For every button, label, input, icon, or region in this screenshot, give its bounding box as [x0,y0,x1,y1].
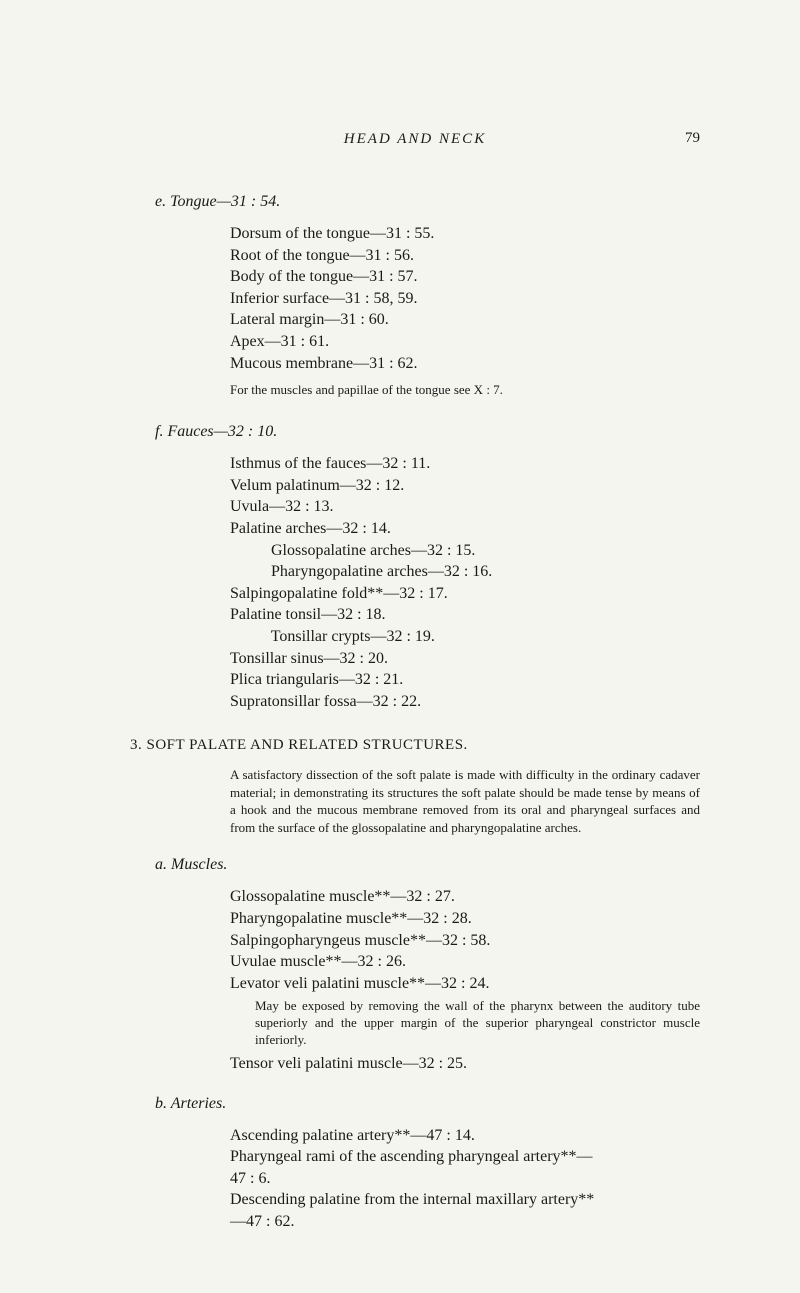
section-f-heading: f. Fauces—32 : 10. [155,423,700,441]
section-a-heading: a. Muscles. [155,856,700,874]
list-item: Velum palatinum—32 : 12. [230,475,700,497]
list-item: Body of the tongue—31 : 57. [230,266,700,288]
section-e-tongue: e. Tongue—31 : 54. Dorsum of the tongue—… [130,193,700,398]
list-item: Lateral margin—31 : 60. [230,309,700,331]
list-item: Descending palatine from the internal ma… [230,1189,700,1232]
page-number: 79 [685,130,700,147]
section-a-muscles: a. Muscles. Glossopalatine muscle**—32 :… [130,856,700,1074]
list-item: Isthmus of the fauces—32 : 11. [230,453,700,475]
list-item: Apex—31 : 61. [230,331,700,353]
list-item: Levator veli palatini muscle**—32 : 24. [230,973,700,995]
section-e-note: For the muscles and papillae of the tong… [230,382,700,398]
section-a-list: Glossopalatine muscle**—32 : 27. Pharyng… [230,886,700,994]
section-a-note: May be exposed by removing the wall of t… [255,998,700,1049]
section-a-list-2: Tensor veli palatini muscle—32 : 25. [230,1053,700,1075]
list-item: Ascending palatine artery**—47 : 14. [230,1125,700,1147]
list-item: Palatine arches—32 : 14. [230,518,700,540]
section-e-list: Dorsum of the tongue—31 : 55. Root of th… [230,223,700,374]
list-item: Pharyngeal rami of the ascending pharyng… [230,1146,700,1189]
list-item: Tensor veli palatini muscle—32 : 25. [230,1053,700,1075]
page-header: HEAD AND NECK 79 [130,130,700,148]
list-item: Tonsillar sinus—32 : 20. [230,648,700,670]
list-item: Plica triangularis—32 : 21. [230,669,700,691]
list-item: Palatine tonsil—32 : 18. [230,604,700,626]
list-item: Glossopalatine muscle**—32 : 27. [230,886,700,908]
section-b-list: Ascending palatine artery**—47 : 14. Pha… [230,1125,700,1233]
section-f-list: Isthmus of the fauces—32 : 11. Velum pal… [230,453,700,712]
section-b-arteries: b. Arteries. Ascending palatine artery**… [130,1095,700,1233]
section-3-paragraph: A satisfactory dissection of the soft pa… [230,766,700,836]
section-3-soft-palate: 3. SOFT PALATE AND RELATED STRUCTURES. A… [130,737,700,836]
header-title: HEAD AND NECK [344,131,486,148]
list-item: Salpingopharyngeus muscle**—32 : 58. [230,930,700,952]
list-item: Uvulae muscle**—32 : 26. [230,951,700,973]
list-item: Mucous membrane—31 : 62. [230,353,700,375]
list-item: Tonsillar crypts—32 : 19. [255,626,700,648]
list-item: Glossopalatine arches—32 : 15. [255,540,700,562]
section-e-heading: e. Tongue—31 : 54. [155,193,700,211]
section-3-heading: 3. SOFT PALATE AND RELATED STRUCTURES. [130,737,700,754]
list-item: Salpingopalatine fold**—32 : 17. [230,583,700,605]
list-item: Pharyngopalatine muscle**—32 : 28. [230,908,700,930]
section-b-heading: b. Arteries. [155,1095,700,1113]
list-item: Uvula—32 : 13. [230,496,700,518]
list-item: Supratonsillar fossa—32 : 22. [230,691,700,713]
list-item: Inferior surface—31 : 58, 59. [230,288,700,310]
list-item: Pharyngopalatine arches—32 : 16. [255,561,700,583]
list-item: Root of the tongue—31 : 56. [230,245,700,267]
section-f-fauces: f. Fauces—32 : 10. Isthmus of the fauces… [130,423,700,712]
list-item: Dorsum of the tongue—31 : 55. [230,223,700,245]
